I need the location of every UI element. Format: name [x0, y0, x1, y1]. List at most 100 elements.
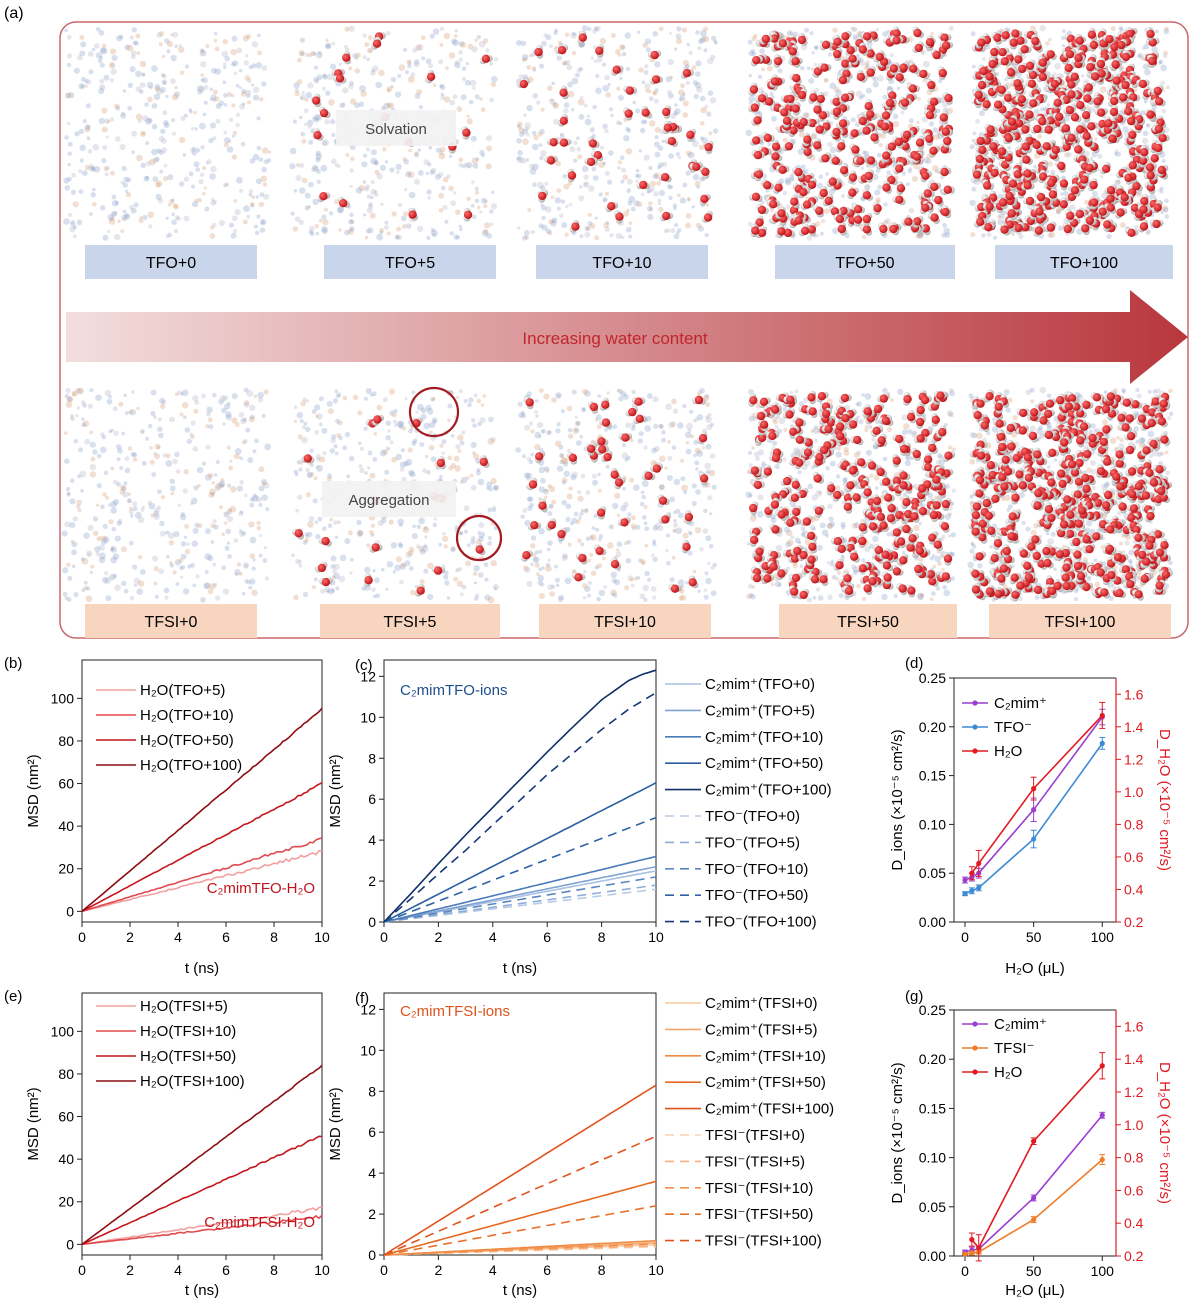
ytick-right-label-d-3: 0.8 [1124, 816, 1144, 832]
xtick-label-f-4: 8 [598, 1262, 606, 1278]
ytick-label-b-5: 100 [51, 690, 75, 706]
legend-label-f-8: TFSI⁻(TFSI+50) [705, 1206, 813, 1223]
series-line-f-9 [384, 1136, 656, 1255]
xtick-label-c-3: 6 [543, 929, 551, 945]
xtick-label-f-2: 4 [489, 1262, 497, 1278]
ytick-label-e-5: 100 [51, 1023, 75, 1039]
ylabel-g: D_ions (×10⁻⁵ cm²/s) [889, 1062, 906, 1203]
legend-label-c-4: C₂mim⁺(TFO+100) [705, 782, 832, 799]
ytick-right-label-g-3: 0.8 [1124, 1150, 1144, 1166]
annotation-c: C₂mimTFO-ions [400, 682, 507, 699]
legend-label-d-1: TFO⁻ [994, 719, 1032, 736]
ytick-label-b-3: 60 [58, 776, 74, 792]
legend-label-f-4: C₂mim⁺(TFSI+100) [705, 1101, 834, 1118]
legend-label-f-3: C₂mim⁺(TFSI+50) [705, 1074, 826, 1091]
legend-label-c-1: C₂mim⁺(TFO+5) [705, 702, 815, 719]
series-line-g-0 [965, 1115, 1102, 1252]
legend-label-c-8: TFO⁻(TFO+50) [705, 887, 808, 904]
xtick-label-c-2: 4 [489, 929, 497, 945]
series-line-c-2 [384, 857, 656, 923]
xtick-label-c-1: 2 [435, 929, 443, 945]
data-point-d-2-2 [1031, 786, 1036, 791]
snapshot-tfsi-2 [515, 388, 717, 602]
ytick-label-b-0: 0 [66, 903, 74, 919]
panel-label-g: (g) [905, 988, 923, 1005]
legend-marker-g-1 [972, 1045, 977, 1050]
legend-label-e-2: H₂O(TFSI+50) [140, 1048, 236, 1065]
ytick-label-g-1: 0.05 [919, 1199, 946, 1215]
label-tfsi-100: TFSI+100 [1045, 614, 1116, 631]
ytick-label-d-5: 0.25 [919, 670, 946, 686]
xtick-label-d-2: 100 [1091, 929, 1115, 945]
label-tfsi-0: TFSI+0 [145, 614, 198, 631]
ylabel-c: MSD (nm²) [327, 754, 344, 827]
panel-label-c: (c) [355, 657, 373, 674]
snapshot-tfo-3 [746, 26, 955, 241]
series-line-b-1 [82, 838, 322, 911]
legend-label-e-3: H₂O(TFSI+100) [140, 1073, 245, 1090]
xtick-label-b-1: 2 [126, 929, 134, 945]
xtick-label-f-0: 0 [380, 1262, 388, 1278]
legend-label-f-6: TFSI⁻(TFSI+5) [705, 1153, 805, 1170]
ytick-label-f-2: 4 [368, 1165, 376, 1181]
ytick-right-label-g-0: 0.2 [1124, 1248, 1144, 1264]
data-point-d-0-0 [962, 877, 967, 882]
ytick-label-f-4: 8 [368, 1083, 376, 1099]
series-line-d-2 [972, 715, 1103, 873]
data-point-d-1-3 [1031, 836, 1036, 841]
label-tfsi-50: TFSI+50 [837, 614, 899, 631]
plot-frame-f [384, 993, 656, 1255]
data-point-d-1-2 [976, 885, 981, 890]
xtick-label-c-4: 8 [598, 929, 606, 945]
ytick-label-e-4: 80 [58, 1066, 74, 1082]
legend-marker-d-1 [972, 724, 977, 729]
ytick-label-d-4: 0.20 [919, 719, 946, 735]
xtick-label-e-5: 10 [314, 1262, 330, 1278]
ytick-label-g-2: 0.10 [919, 1150, 946, 1166]
xtick-label-f-5: 10 [648, 1262, 664, 1278]
ytick-label-g-3: 0.15 [919, 1100, 946, 1116]
ylabel-d: D_ions (×10⁻⁵ cm²/s) [889, 729, 906, 870]
ytick-right-label-d-4: 1.0 [1124, 784, 1144, 800]
snapshot-tfsi-3 [746, 388, 957, 603]
xtick-label-f-1: 2 [435, 1262, 443, 1278]
legend-label-c-7: TFO⁻(TFO+10) [705, 861, 808, 878]
legend-label-b-0: H₂O(TFO+5) [140, 682, 225, 699]
data-point-g-1-1 [969, 1250, 974, 1255]
ytick-right-label-g-1: 0.4 [1124, 1215, 1144, 1231]
legend-label-f-1: C₂mim⁺(TFSI+5) [705, 1021, 818, 1038]
legend-label-d-0: C₂mim⁺ [994, 695, 1047, 712]
snapshot-tfo-4 [969, 25, 1169, 240]
ytick-label-c-4: 8 [368, 750, 376, 766]
ytick-label-f-3: 6 [368, 1124, 376, 1140]
data-point-g-2-2 [1031, 1139, 1036, 1144]
data-point-d-1-0 [962, 891, 967, 896]
xtick-label-e-3: 6 [222, 1262, 230, 1278]
ytick-label-f-5: 10 [360, 1042, 376, 1058]
aggregation-text: Aggregation [349, 492, 430, 509]
snapshot-tfo-2 [516, 25, 718, 240]
ytick-right-label-d-1: 0.4 [1124, 881, 1144, 897]
legend-label-c-0: C₂mim⁺(TFO+0) [705, 676, 815, 693]
legend-label-c-6: TFO⁻(TFO+5) [705, 834, 800, 851]
series-line-c-6 [384, 885, 656, 922]
annotation-e: C₂mimTFSI-H₂O [204, 1214, 315, 1231]
xlabel-f: t (ns) [503, 1282, 537, 1299]
label-tfo-10: TFO+10 [592, 255, 651, 272]
legend-marker-d-0 [972, 700, 977, 705]
xlabel-c: t (ns) [503, 960, 537, 977]
data-point-g-0-3 [1031, 1195, 1036, 1200]
annotation-b: C₂mimTFO-H₂O [207, 880, 315, 897]
ylabel-f: MSD (nm²) [327, 1087, 344, 1160]
data-point-g-1-4 [1100, 1157, 1105, 1162]
ytick-right-label-d-6: 1.4 [1124, 719, 1144, 735]
series-line-c-4 [384, 670, 656, 922]
xtick-label-d-1: 50 [1026, 929, 1042, 945]
legend-label-b-3: H₂O(TFO+100) [140, 757, 242, 774]
data-point-d-2-0 [969, 871, 974, 876]
